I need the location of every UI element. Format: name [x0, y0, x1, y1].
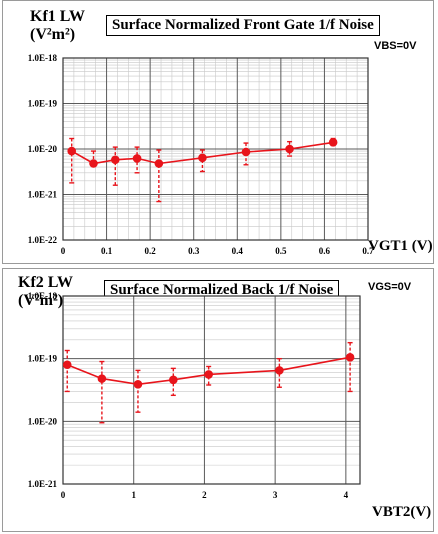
plot-border	[62, 295, 361, 485]
data-point	[97, 374, 107, 383]
y-tick-label: 1.0E-20	[28, 416, 58, 426]
data-point	[328, 138, 338, 147]
back-gate-plot: 1.0E-21 1.0E-20 1.0E-19 1.0E-18 0 1 2 3 4	[28, 291, 361, 500]
y-tick-label: 1.0E-18	[28, 291, 58, 301]
data-point	[275, 366, 284, 375]
front-gate-noise-panel: Kf1 LW (V²m²) Surface Normalized Front G…	[0, 0, 438, 266]
x-tick-label: 0.7	[362, 246, 374, 256]
x-tick-label: 0	[61, 246, 66, 256]
x-tick-label: 3	[273, 490, 278, 500]
y-axis-label: Kf1 LW (V²m²)	[30, 8, 85, 44]
bias-annotation: VBS=0V	[374, 40, 417, 52]
y-axis-label-line1: Kf1 LW	[30, 8, 85, 25]
x-tick-label: 0.3	[188, 246, 200, 256]
front-gate-plot: 1.0E-22 1.0E-21 1.0E-20 1.0E-19 1.0E-18 0 0.1 0…	[28, 53, 374, 256]
y-tick-label: 1.0E-22	[28, 235, 58, 245]
data-point	[89, 159, 98, 168]
data-point	[345, 353, 355, 362]
plot-border	[62, 57, 369, 241]
y-axis-label-line1: Kf2 LW	[18, 274, 73, 291]
x-tick-label: 0.5	[275, 246, 287, 256]
x-tick-label: 0.1	[101, 246, 113, 256]
x-tick-label: 0.2	[145, 246, 157, 256]
data-point	[169, 375, 178, 385]
y-axis-label-line2: (V²m²)	[18, 292, 64, 309]
panel-frame	[2, 268, 434, 532]
x-tick-label: 0	[61, 490, 66, 500]
data-point	[204, 370, 213, 379]
y-tick-label: 1.0E-19	[28, 354, 58, 364]
x-tick-label: 4	[344, 490, 349, 500]
x-axis-label: VGT1 (V)	[368, 238, 433, 254]
data-point	[67, 146, 77, 156]
y-tick-label: 1.0E-19	[28, 99, 58, 109]
y-tick-label: 1.0E-20	[28, 144, 58, 154]
data-point	[62, 360, 72, 370]
data-point	[241, 147, 251, 157]
panel-frame	[2, 0, 434, 264]
data-point	[110, 155, 120, 165]
chart-title: Surface Normalized Front Gate 1/f Noise	[106, 15, 380, 36]
x-tick-label: 0.6	[319, 246, 331, 256]
y-tick-label: 1.0E-21	[28, 190, 58, 200]
plot-area	[63, 296, 360, 484]
data-point	[285, 144, 294, 154]
y-tick-label: 1.0E-18	[28, 53, 58, 63]
x-axis-label: VBT2(V)	[372, 504, 432, 520]
y-axis-label: Kf2 LW (V²m²)	[18, 274, 73, 310]
back-gate-noise-panel: Kf2 LW (V²m²) Surface Normalized Back 1/…	[0, 268, 438, 534]
y-axis-label-line2: (V²m²)	[30, 26, 76, 43]
x-tick-label: 1	[131, 490, 136, 500]
data-point	[198, 153, 207, 163]
x-tick-label: 0.4	[232, 246, 244, 256]
data-point	[132, 154, 142, 163]
bias-annotation: VGS=0V	[368, 281, 412, 293]
data-point	[133, 379, 143, 389]
x-tick-label: 2	[202, 490, 207, 500]
data-point	[154, 159, 164, 168]
y-tick-label: 1.0E-21	[28, 479, 58, 489]
